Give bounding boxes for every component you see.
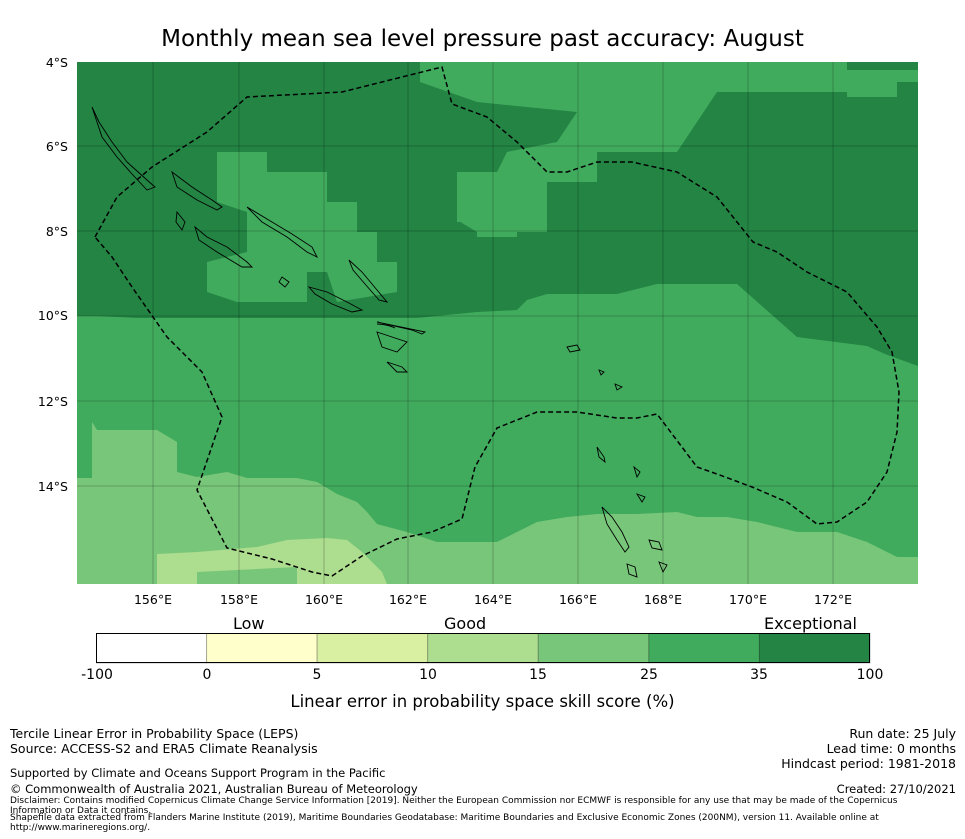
- lat-label-14s: 14°S: [37, 479, 68, 494]
- colorbar-tick-15: 15: [529, 667, 547, 683]
- lon-label-166e: 166°E: [558, 592, 597, 607]
- chart-title: Monthly mean sea level pressure past acc…: [161, 26, 804, 52]
- disclaimer-line-2: Information or Data it contains.: [10, 806, 152, 816]
- colorbar-tick-100: 100: [856, 667, 884, 683]
- colorbar-tick-5: 5: [312, 667, 322, 683]
- lon-label-158e: 158°E: [219, 592, 258, 607]
- region-good-north-c: [457, 207, 517, 237]
- colorbar-cell: [427, 633, 539, 664]
- lead-time-text: Lead time: 0 months: [826, 741, 956, 756]
- lat-label-10s: 10°S: [37, 308, 68, 323]
- coastlines: [91, 106, 668, 578]
- graticule: [77, 62, 918, 584]
- colorbar-label-good: Good: [444, 614, 487, 633]
- lon-label-170e: 170°E: [728, 592, 767, 607]
- lon-label-168e: 168°E: [643, 592, 682, 607]
- lat-label-4s: 4°S: [45, 55, 68, 70]
- lat-label-6s: 6°S: [45, 139, 68, 154]
- created-text: Created: 27/10/2021: [836, 782, 956, 796]
- colorbar-cell: [96, 633, 208, 664]
- lat-label-8s: 8°S: [45, 224, 68, 239]
- shapefile-line-2: http://www.marineregions.org/.: [10, 823, 151, 833]
- source-text: Source: ACCESS-S2 and ERA5 Climate Reana…: [10, 741, 318, 756]
- copyright-text: © Commonwealth of Australia 2021, Austra…: [10, 782, 418, 796]
- colorbar: [96, 633, 871, 664]
- colorbar-label-low: Low: [233, 614, 265, 633]
- colorbar-outline: [96, 633, 870, 663]
- colorbar-cell: [537, 633, 650, 664]
- colorbar-cell: [206, 633, 318, 664]
- lon-label-160e: 160°E: [304, 592, 343, 607]
- region-band-15-25-sw: [197, 567, 297, 584]
- colorbar-tick-10: 10: [419, 667, 437, 683]
- colorbar-tick-0: 0: [202, 667, 212, 683]
- run-date-text: Run date: 25 July: [849, 726, 956, 741]
- colorbar-tick-35: 35: [750, 667, 768, 683]
- hindcast-text: Hindcast period: 1981-2018: [781, 756, 956, 771]
- colorbar-label-exceptional: Exceptional: [764, 614, 857, 633]
- region-good-north-b: [207, 152, 397, 302]
- shapefile-line-1: Shapefile data extracted from Flanders M…: [10, 813, 879, 823]
- colorbar-tick-neg100: -100: [81, 667, 113, 683]
- method-text: Tercile Linear Error in Probability Spac…: [10, 726, 299, 741]
- region-good-north-a: [420, 62, 918, 232]
- lon-label-172e: 172°E: [813, 592, 852, 607]
- skill-score-map: [77, 62, 918, 584]
- colorbar-title: Linear error in probability space skill …: [290, 692, 675, 711]
- disclaimer-line-1: Disclaimer: Contains modified Copernicus…: [10, 796, 898, 806]
- colorbar-cell: [758, 633, 871, 664]
- lon-label-156e: 156°E: [133, 592, 172, 607]
- lon-label-162e: 162°E: [388, 592, 427, 607]
- lat-label-12s: 12°S: [37, 394, 68, 409]
- colorbar-cell: [648, 633, 760, 664]
- colorbar-tick-25: 25: [640, 667, 658, 683]
- eez-boundary: [94, 66, 900, 577]
- colorbar-cell: [316, 633, 429, 664]
- lon-label-164e: 164°E: [473, 592, 512, 607]
- supported-text: Supported by Climate and Oceans Support …: [10, 766, 386, 780]
